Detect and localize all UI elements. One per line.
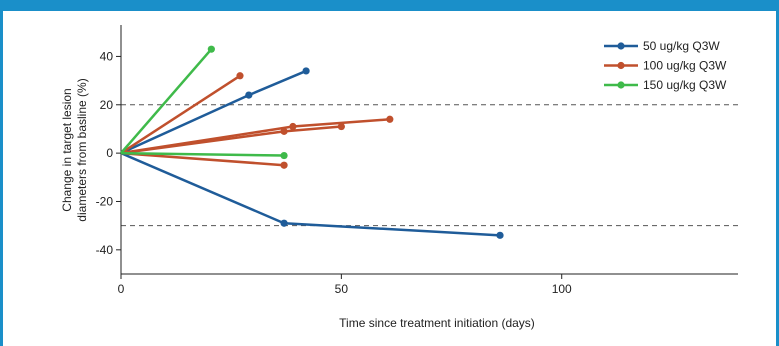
x-tick-label: 0: [118, 282, 125, 296]
y-tick-label: 40: [100, 49, 114, 63]
legend-marker: [617, 61, 625, 70]
series-line-100-ug-kg-q3w: [120, 74, 241, 155]
data-point-100-ug-kg-q3w: [337, 122, 345, 131]
legend-label: 100 ug/kg Q3W: [643, 59, 727, 73]
series: [120, 45, 504, 239]
legend-marker: [617, 42, 625, 50]
data-point-150-ug-kg-q3w: [280, 151, 288, 160]
axes: [120, 25, 738, 275]
data-point-100-ug-kg-q3w: [280, 161, 288, 169]
y-tick-label: 0: [106, 146, 113, 160]
series-line-100-ug-kg-q3w: [120, 151, 285, 167]
x-axis-label: Time since treatment initiation (days): [339, 316, 535, 330]
data-point-150-ug-kg-q3w: [207, 45, 215, 53]
legend: 50 ug/kg Q3W 100 ug/kg Q3W 150 ug/kg Q3W: [604, 39, 727, 92]
data-point-100-ug-kg-q3w: [280, 127, 288, 135]
legend-label: 50 ug/kg Q3W: [643, 39, 720, 53]
x-tick-label: 50: [335, 282, 349, 296]
series-line-50-ug-kg-q3w: [120, 151, 501, 237]
top-accent-bar: [0, 0, 779, 11]
data-point-100-ug-kg-q3w: [386, 115, 394, 123]
x-tick-label: 100: [552, 282, 572, 296]
legend-marker: [617, 81, 625, 89]
y-axis-label: Change in target lesion diameters from b…: [60, 78, 89, 221]
data-point-50-ug-kg-q3w: [280, 219, 288, 227]
y-axis-label-line-2: diameters from basline (%): [75, 78, 89, 221]
y-tick-label: -20: [96, 194, 114, 208]
legend-label: 150 ug/kg Q3W: [643, 78, 727, 92]
series-line-150-ug-kg-q3w: [120, 151, 285, 157]
ticks: 40 20 0 -20 -40 0 50 100: [96, 49, 572, 296]
series-line-150-ug-kg-q3w: [120, 48, 213, 154]
y-axis-label-line-1: Change in target lesion: [60, 88, 74, 211]
data-point-50-ug-kg-q3w: [245, 91, 253, 99]
data-point-50-ug-kg-q3w: [302, 67, 310, 75]
data-point-100-ug-kg-q3w: [236, 72, 244, 80]
y-tick-label: -40: [96, 243, 114, 257]
y-tick-label: 20: [100, 98, 114, 112]
data-point-50-ug-kg-q3w: [496, 231, 504, 239]
data-point-100-ug-kg-q3w: [289, 122, 297, 131]
reference-lines: [121, 104, 738, 227]
